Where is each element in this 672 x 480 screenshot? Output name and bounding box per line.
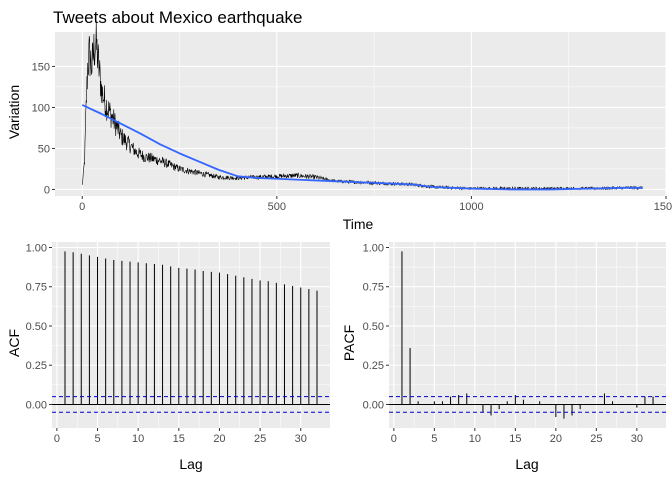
acf-panel bbox=[52, 242, 330, 428]
acf-tick-label-y: 0.75 bbox=[26, 282, 47, 294]
acf-tick-label-x: 20 bbox=[213, 433, 225, 445]
pacf-x-axis-title: Lag bbox=[515, 456, 538, 472]
chart-title: Tweets about Mexico earthquake bbox=[53, 8, 302, 27]
timeseries-tick-label-x: 0 bbox=[79, 201, 85, 213]
timeseries-y-axis-title: Variation bbox=[6, 85, 22, 139]
timeseries-tick-label-y: 0 bbox=[44, 184, 50, 196]
smooth-trend-line bbox=[81, 104, 643, 191]
acf-tick-label-y: 0.25 bbox=[26, 360, 47, 372]
acf-tick-label-x: 25 bbox=[254, 433, 266, 445]
pacf-tick-label-y: 0.50 bbox=[363, 321, 384, 333]
pacf-tick-label-x: 20 bbox=[550, 433, 562, 445]
acf-tick-label-y: 0.50 bbox=[26, 321, 47, 333]
pacf-tick-label-y: 1.00 bbox=[363, 242, 384, 254]
acf-tick-label-x: 10 bbox=[132, 433, 144, 445]
acf-tick-label-x: 15 bbox=[173, 433, 185, 445]
acf-y-axis-title: ACF bbox=[6, 329, 22, 357]
pacf-y-axis-title: PACF bbox=[341, 325, 357, 361]
timeseries-tick-label-y: 150 bbox=[32, 61, 50, 73]
pacf-tick-label-x: 25 bbox=[590, 433, 602, 445]
acf-tick-label-x: 0 bbox=[54, 433, 60, 445]
pacf-tick-label-x: 10 bbox=[469, 433, 481, 445]
timeseries-tick-label-x: 500 bbox=[268, 201, 286, 213]
acf-x-axis-title: Lag bbox=[179, 456, 202, 472]
acf-tick-label-y: 0.00 bbox=[26, 399, 47, 411]
acf-plot: 0 5 10 15 20 25 30 0.00 0.25 0.50 0.75 1.00 bbox=[26, 242, 330, 445]
pacf-plot: 0 5 10 15 20 25 30 0.00 0.25 0.50 0.75 1.00 bbox=[363, 242, 666, 445]
pacf-tick-label-x: 30 bbox=[631, 433, 643, 445]
timeseries-tick-label-x: 1000 bbox=[459, 201, 483, 213]
acf-tick-label-x: 5 bbox=[94, 433, 100, 445]
acf-tick-label-y: 1.00 bbox=[26, 242, 47, 254]
pacf-panel bbox=[389, 242, 666, 428]
pacf-tick-label-y: 0.00 bbox=[363, 399, 384, 411]
pacf-tick-label-y: 0.25 bbox=[363, 360, 384, 372]
pacf-tick-label-x: 15 bbox=[509, 433, 521, 445]
pacf-tick-label-x: 0 bbox=[391, 433, 397, 445]
pacf-tick-label-y: 0.75 bbox=[363, 282, 384, 294]
timeseries-tick-label-y: 50 bbox=[38, 143, 50, 155]
timeseries-panel bbox=[55, 32, 666, 196]
pacf-tick-label-x: 5 bbox=[431, 433, 437, 445]
timeseries-tick-label-y: 100 bbox=[32, 102, 50, 114]
timeseries-x-axis-title: Time bbox=[343, 216, 374, 232]
acf-tick-label-x: 30 bbox=[295, 433, 307, 445]
